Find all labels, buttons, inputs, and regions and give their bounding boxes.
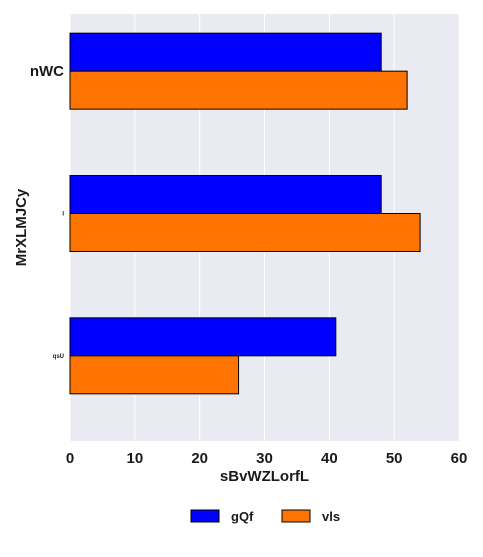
y-category-label: I bbox=[62, 212, 64, 218]
x-tick-label: 60 bbox=[451, 450, 468, 467]
x-tick-label: 40 bbox=[321, 450, 338, 467]
x-axis-title: sBvWZLorfL bbox=[220, 468, 309, 485]
bar-vls-qsU bbox=[69, 355, 240, 395]
legend-label-vls: vls bbox=[322, 509, 340, 524]
legend-swatch-gQf bbox=[190, 509, 220, 523]
bar-vls-nWC bbox=[69, 70, 408, 110]
x-tick-labels: 0 10 20 30 40 50 60 bbox=[66, 450, 468, 467]
x-tick-label: 0 bbox=[66, 450, 74, 467]
bar-gQf-nWC bbox=[69, 32, 382, 72]
bar-gQf-I bbox=[69, 175, 382, 214]
bar-vls-I bbox=[69, 213, 421, 252]
legend: gQf vls bbox=[190, 509, 340, 524]
x-tick-label: 10 bbox=[126, 450, 143, 467]
legend-label-gQf: gQf bbox=[231, 509, 254, 524]
y-category-label: nWC bbox=[30, 63, 64, 80]
bars bbox=[69, 32, 421, 395]
x-tick-label: 20 bbox=[191, 450, 208, 467]
bar-gQf-qsU bbox=[69, 317, 337, 357]
x-tick-label: 50 bbox=[386, 450, 403, 467]
x-tick-label: 30 bbox=[256, 450, 273, 467]
y-axis-title: MrXLMJCy bbox=[13, 188, 30, 266]
y-category-label: qsU bbox=[53, 354, 64, 360]
legend-swatch-vls bbox=[281, 509, 311, 523]
